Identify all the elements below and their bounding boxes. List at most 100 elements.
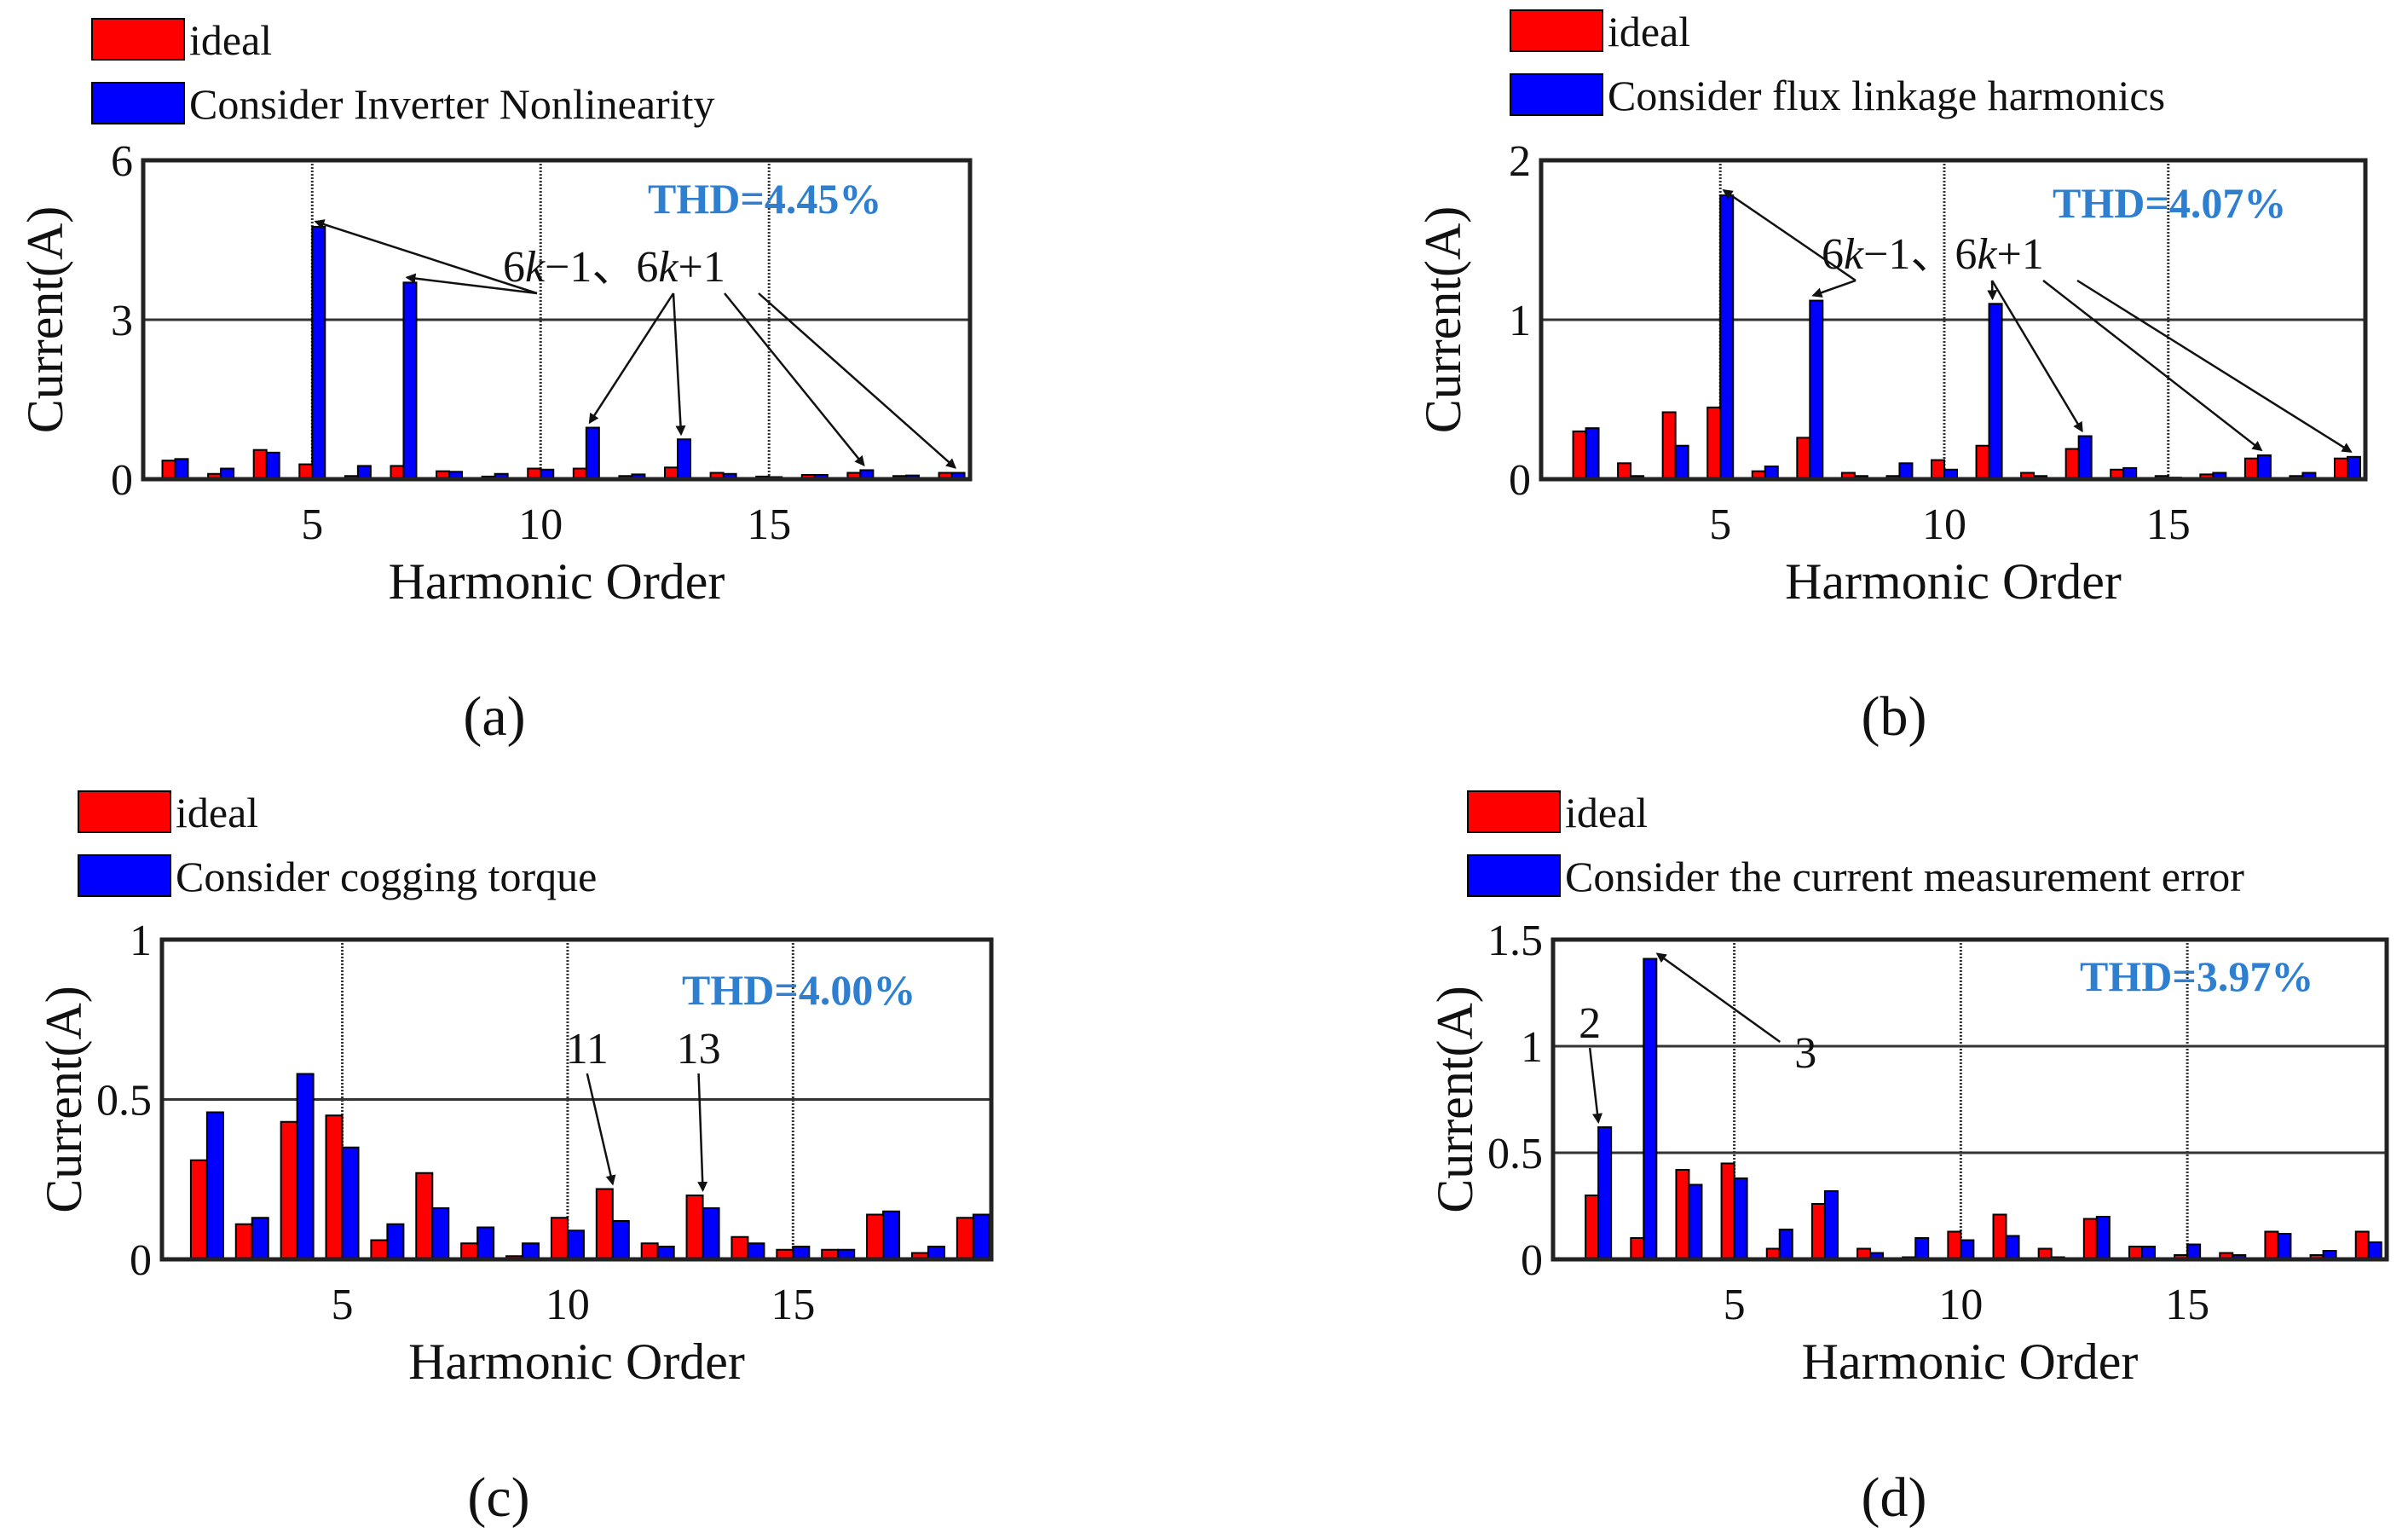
y-tick-label: 1 [1521, 1023, 1543, 1072]
bar-other-h9 [1898, 462, 1914, 480]
legend-label-ideal: ideal [1608, 8, 1690, 55]
bar-other-h4 [296, 1073, 315, 1260]
bar-ideal-h12 [640, 1242, 659, 1260]
label-arrow [586, 1073, 616, 1186]
bar-other-h7 [402, 281, 418, 480]
bar-ideal-h8 [460, 1242, 479, 1260]
bar-ideal-h5 [1720, 1162, 1735, 1260]
thd-value: THD=4.00% [682, 966, 915, 1014]
bar-ideal-h7 [415, 1172, 434, 1260]
bar-ideal-h17 [2264, 1230, 2279, 1260]
legend-swatch-ideal [78, 790, 171, 833]
bar-ideal-h2 [1572, 430, 1587, 480]
bar-ideal-h19 [2333, 457, 2348, 481]
bar-ideal-h11 [1975, 444, 1990, 480]
bar-other-h15 [2186, 1243, 2202, 1260]
annotation-arrow [314, 219, 538, 295]
legend-label-other: Consider flux linkage harmonics [1608, 72, 2165, 119]
annotation-part: +1 [1997, 230, 2044, 279]
annotation-arrow [405, 273, 538, 295]
y-tick-label: 0.5 [1487, 1130, 1543, 1178]
bar-ideal-h4 [280, 1120, 298, 1260]
bar-other-h9 [522, 1242, 540, 1260]
bar-other-h5 [341, 1146, 360, 1260]
harmonic-label: 13 [677, 1025, 721, 1073]
panel-label: (d) [1862, 1467, 1927, 1529]
legend-swatch-ideal [1510, 9, 1603, 52]
thd-value: THD=4.07% [2053, 179, 2286, 227]
bar-other-h5 [1733, 1177, 1748, 1260]
label-arrow [1655, 952, 1781, 1044]
bar-other-h2 [174, 458, 189, 481]
bar-other-h17 [882, 1210, 901, 1260]
bar-other-h7 [431, 1207, 450, 1260]
x-tick-label: 10 [546, 1281, 590, 1329]
annotation-part: +1 [679, 243, 725, 292]
bar-other-h4 [1674, 444, 1689, 480]
y-tick-label: 3 [111, 297, 133, 345]
bar-ideal-h14 [730, 1235, 749, 1260]
bar-other-h8 [476, 1226, 495, 1260]
bar-other-h19 [2367, 1241, 2382, 1260]
bar-ideal-h5 [298, 463, 314, 481]
annotation-arrow [2076, 279, 2353, 453]
x-tick-label: 10 [1922, 500, 1966, 549]
bar-ideal-h13 [2082, 1218, 2098, 1260]
bar-ideal-h17 [866, 1213, 885, 1260]
harmonic-label: 2 [1579, 999, 1601, 1048]
bar-ideal-h2 [189, 1159, 208, 1260]
bar-ideal-h5 [325, 1114, 344, 1260]
y-tick-label: 1 [130, 917, 152, 965]
y-tick-label: 1.5 [1487, 917, 1543, 965]
x-tick-label: 15 [747, 500, 791, 549]
legend-swatch-ideal [1467, 790, 1561, 833]
bar-ideal-h10 [1947, 1230, 1962, 1260]
bar-other-h14 [747, 1242, 765, 1260]
bar-ideal-h13 [685, 1195, 704, 1260]
y-tick-label: 0 [130, 1236, 152, 1285]
x-tick-label: 15 [2146, 500, 2191, 549]
bar-other-h4 [265, 451, 280, 480]
annotation-part: k [1844, 230, 1864, 279]
annotation-part: 6 [1822, 230, 1844, 279]
y-tick-label: 0 [1521, 1236, 1543, 1285]
bar-other-h9 [1914, 1237, 1930, 1260]
bar-other-h3 [1643, 958, 1658, 1260]
y-tick-label: 6 [111, 137, 133, 186]
annotation-arrow [758, 292, 957, 469]
panel-label: (a) [463, 686, 525, 748]
y-tick-label: 0 [111, 456, 133, 505]
legend-label-ideal: ideal [189, 16, 272, 64]
bar-ideal-h5 [1706, 406, 1722, 481]
x-tick-label: 5 [1709, 500, 1731, 549]
legend-swatch-other [78, 854, 171, 897]
x-tick-label: 5 [332, 1281, 354, 1329]
y-tick-label: 1 [1509, 297, 1531, 345]
bar-other-h13 [702, 1207, 720, 1260]
bar-ideal-h3 [1630, 1237, 1645, 1260]
bar-ideal-h2 [1585, 1195, 1600, 1260]
panel-label: (b) [1862, 686, 1927, 748]
bar-ideal-h6 [370, 1239, 389, 1260]
legend-label-ideal: ideal [176, 789, 258, 836]
bar-other-h19 [972, 1213, 990, 1260]
annotation-arrow [2042, 280, 2263, 452]
legend-swatch-other [1510, 73, 1603, 116]
harmonic-label: 3 [1794, 1029, 1816, 1078]
bar-ideal-h7 [1796, 437, 1811, 481]
annotation-arrow [672, 292, 686, 437]
bar-other-h6 [386, 1223, 405, 1260]
bar-other-h6 [1778, 1229, 1793, 1260]
y-axis-label: Current(A) [17, 206, 73, 434]
bar-other-h19 [2346, 455, 2361, 481]
x-tick-label: 15 [771, 1281, 815, 1329]
bar-ideal-h11 [1992, 1213, 2007, 1260]
bar-ideal-h13 [2064, 448, 2080, 480]
annotation-part: −1、6 [1863, 230, 1977, 279]
annotation-arrow [1811, 279, 1857, 298]
y-tick-label: 0 [1509, 456, 1531, 505]
bar-ideal-h4 [252, 448, 268, 481]
x-axis-label: Harmonic Order [1802, 1334, 2139, 1390]
